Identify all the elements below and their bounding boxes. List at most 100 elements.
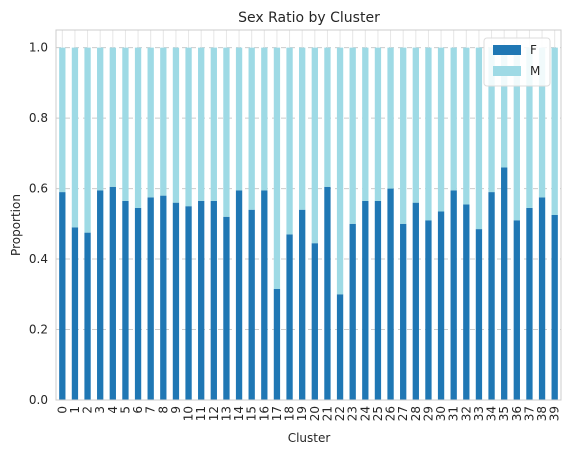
legend-label-f: F — [530, 43, 537, 57]
bar-m-cluster-0 — [59, 47, 66, 193]
x-tick-label: 31 — [447, 406, 461, 421]
chart-title: Sex Ratio by Cluster — [238, 10, 380, 26]
x-tick-label: 33 — [472, 406, 486, 421]
x-tick-label: 21 — [320, 406, 334, 421]
bar-f-cluster-14 — [235, 190, 243, 400]
bar-f-cluster-22 — [336, 294, 344, 400]
x-tick-label: 4 — [106, 406, 120, 414]
bar-f-cluster-30 — [437, 211, 445, 400]
x-tick-label: 23 — [346, 406, 360, 421]
bar-f-cluster-12 — [210, 200, 217, 400]
bar-m-cluster-7 — [147, 47, 154, 198]
bar-f-cluster-13 — [223, 216, 230, 400]
bar-m-cluster-39 — [551, 47, 558, 215]
bar-f-cluster-18 — [286, 234, 293, 400]
bar-m-cluster-34 — [488, 47, 495, 193]
bar-m-cluster-28 — [412, 47, 419, 203]
x-tick-label: 5 — [118, 406, 132, 414]
y-tick-label: 0.8 — [29, 111, 48, 125]
x-tick-label: 10 — [182, 406, 196, 421]
x-tick-label: 14 — [232, 406, 246, 421]
bar-m-cluster-38 — [538, 47, 546, 198]
bar-m-cluster-29 — [425, 47, 432, 221]
bar-m-cluster-14 — [235, 47, 243, 191]
x-tick-label: 38 — [535, 406, 549, 421]
bar-m-cluster-2 — [84, 47, 91, 233]
bar-m-cluster-17 — [273, 47, 281, 289]
x-tick-label: 3 — [93, 406, 107, 414]
x-tick-label: 17 — [270, 406, 284, 421]
bar-f-cluster-34 — [488, 192, 495, 400]
x-tick-label: 18 — [283, 406, 297, 421]
x-tick-label: 34 — [485, 406, 499, 421]
bar-f-cluster-4 — [109, 186, 116, 400]
x-tick-label: 28 — [409, 406, 423, 421]
bar-f-cluster-19 — [299, 209, 306, 400]
plot-frame — [55, 29, 562, 401]
x-tick-labels: 0123456789101112131415161718192021222324… — [55, 406, 561, 421]
bar-f-cluster-9 — [172, 202, 180, 400]
bar-m-cluster-18 — [286, 47, 293, 235]
bar-m-cluster-10 — [185, 47, 192, 207]
y-tick-label: 0.6 — [29, 182, 48, 196]
x-tick-label: 20 — [308, 406, 322, 421]
bar-m-cluster-20 — [311, 47, 318, 244]
bar-f-cluster-1 — [71, 227, 79, 400]
bar-m-cluster-22 — [336, 47, 344, 295]
x-tick-label: 16 — [257, 406, 271, 421]
y-tick-label: 0.2 — [29, 323, 48, 337]
x-tick-label: 25 — [371, 406, 385, 421]
bar-f-cluster-37 — [526, 207, 533, 400]
bar-m-cluster-31 — [450, 47, 457, 191]
x-tick-label: 29 — [421, 406, 435, 421]
x-tick-label: 24 — [358, 406, 372, 421]
x-tick-label: 32 — [459, 406, 473, 421]
x-tick-label: 8 — [156, 406, 170, 414]
bar-m-cluster-21 — [324, 47, 331, 187]
x-tick-label: 22 — [333, 406, 347, 421]
bar-m-cluster-37 — [526, 47, 533, 208]
bar-f-cluster-29 — [425, 220, 432, 400]
legend-label-m: M — [530, 64, 540, 78]
bar-m-cluster-16 — [261, 47, 268, 191]
bar-f-cluster-33 — [475, 229, 483, 400]
bar-m-cluster-27 — [400, 47, 407, 224]
bar-f-cluster-27 — [400, 223, 407, 400]
bar-f-cluster-3 — [97, 190, 104, 400]
bar-m-cluster-6 — [134, 47, 142, 208]
bar-f-cluster-31 — [450, 190, 457, 400]
x-tick-label: 2 — [81, 406, 95, 414]
bar-m-cluster-4 — [109, 47, 116, 187]
legend-swatch-f — [493, 45, 521, 55]
bar-f-cluster-25 — [374, 200, 382, 400]
bar-m-cluster-3 — [97, 47, 104, 191]
bar-f-cluster-16 — [261, 190, 268, 400]
x-tick-label: 13 — [219, 406, 233, 421]
bar-f-cluster-17 — [273, 289, 281, 400]
bar-f-cluster-23 — [349, 223, 356, 400]
legend-swatch-m — [493, 66, 521, 76]
bar-f-cluster-38 — [538, 197, 546, 400]
y-axis-title: Proportion — [9, 194, 23, 256]
x-tick-label: 26 — [384, 406, 398, 421]
x-tick-label: 15 — [245, 406, 259, 421]
bar-m-cluster-8 — [160, 47, 167, 196]
bar-f-cluster-36 — [513, 220, 520, 400]
bar-f-cluster-6 — [134, 207, 142, 400]
bar-f-cluster-2 — [84, 232, 91, 400]
x-tick-label: 19 — [295, 406, 309, 421]
bar-f-cluster-0 — [59, 192, 66, 400]
x-tick-label: 37 — [522, 406, 536, 421]
x-tick-label: 11 — [194, 406, 208, 421]
y-tick-labels: 0.0 0.2 0.4 0.6 0.8 1.0 — [29, 41, 48, 407]
x-tick-label: 39 — [548, 406, 562, 421]
bar-m-cluster-9 — [172, 47, 180, 203]
x-tick-label: 35 — [497, 406, 511, 421]
bar-f-cluster-26 — [387, 188, 394, 400]
bar-m-cluster-25 — [374, 47, 382, 201]
bar-f-cluster-11 — [198, 200, 205, 400]
x-tick-label: 30 — [434, 406, 448, 421]
bar-f-cluster-28 — [412, 202, 419, 400]
x-axis-title: Cluster — [288, 431, 331, 445]
